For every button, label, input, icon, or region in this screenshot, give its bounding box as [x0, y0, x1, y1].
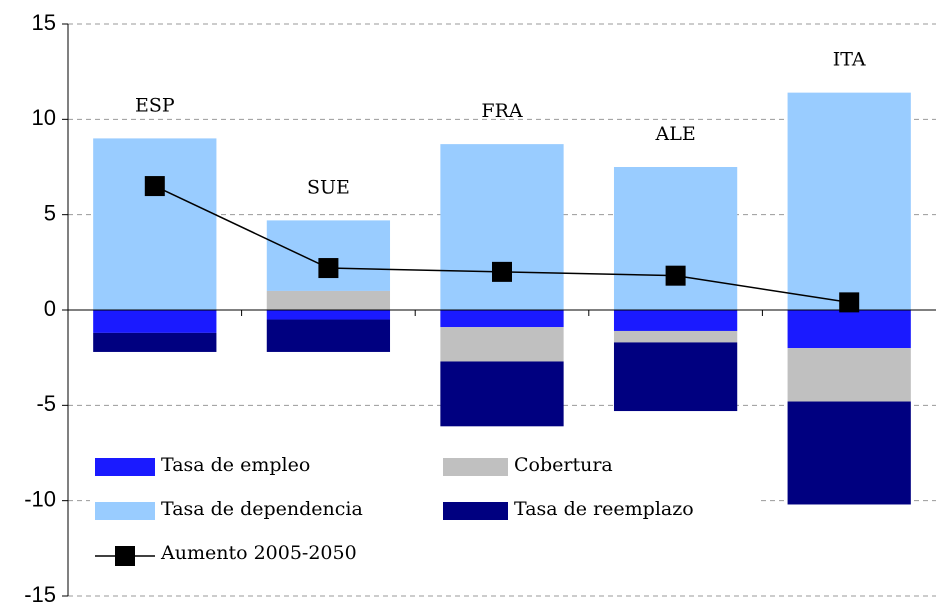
- bar-segment: [787, 92, 911, 310]
- y-tick-label: 15: [32, 10, 56, 35]
- line-marker: [492, 261, 512, 282]
- bar-segment: [93, 138, 217, 310]
- bar-segment: [93, 310, 217, 333]
- bar-segment: [613, 167, 738, 310]
- legend-swatch: [443, 502, 508, 520]
- legend-swatch: [95, 502, 155, 520]
- y-tick-label: 5: [44, 200, 56, 225]
- bar-segment: [93, 332, 217, 352]
- bar-segment: [787, 401, 911, 505]
- line-marker: [144, 176, 165, 197]
- legend-label: Aumento 2005-2050: [160, 542, 357, 564]
- legend-swatch: [115, 546, 135, 566]
- y-tick-label: 10: [32, 105, 56, 130]
- legend-label: Cobertura: [514, 454, 613, 476]
- bar-segment: [440, 361, 564, 427]
- legend-label: Tasa de dependencia: [161, 498, 363, 520]
- category-label: FRA: [481, 100, 522, 122]
- bar-segment: [266, 220, 391, 291]
- bar-segment: [613, 310, 738, 331]
- bar-segment: [440, 310, 564, 328]
- legend-label: Tasa de empleo: [161, 454, 310, 476]
- line-marker: [839, 292, 860, 313]
- legend-swatch: [443, 458, 508, 476]
- category-label: ITA: [833, 49, 866, 71]
- y-tick-label: 0: [44, 296, 56, 321]
- y-tick-label: -15: [24, 582, 56, 606]
- y-tick-label: -10: [24, 486, 56, 511]
- y-tick-label: -5: [36, 391, 56, 416]
- legend-label: Tasa de reemplazo: [514, 498, 694, 520]
- bar-segment: [266, 310, 391, 320]
- bar-segment: [266, 290, 391, 310]
- bar-segment: [440, 144, 564, 310]
- bar-segment: [440, 327, 564, 362]
- legend-background: [90, 445, 760, 567]
- bar-segment: [613, 330, 738, 343]
- category-label: ESP: [135, 94, 175, 116]
- bar-segment: [787, 348, 911, 402]
- legend-swatch: [95, 458, 155, 476]
- bar-segment: [266, 319, 391, 352]
- line-marker: [318, 258, 339, 279]
- bar-segment: [787, 310, 911, 349]
- category-label: SUE: [307, 176, 350, 198]
- line-marker: [665, 265, 686, 286]
- bar-segment: [613, 342, 738, 412]
- category-label: ALE: [654, 123, 695, 145]
